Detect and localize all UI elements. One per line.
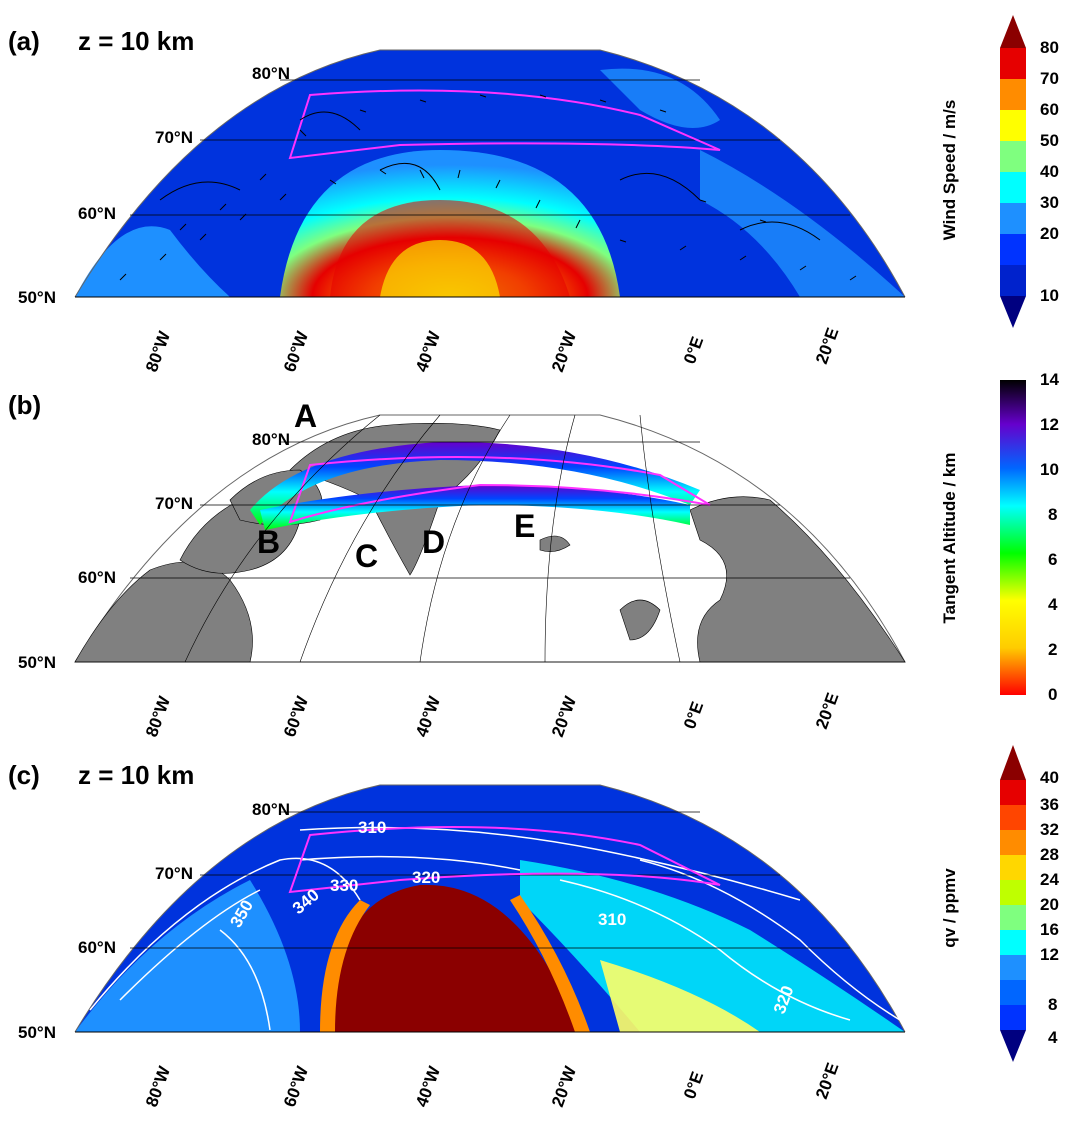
colorbar-tick: 6 [1048,550,1058,569]
colorbar-b-title: Tangent Altitude / km [940,452,959,624]
lat-label: 70°N [155,864,193,883]
contour-label: 330 [330,876,359,895]
colorbar-tick: 20 [1040,224,1059,243]
colorbar-tick: 12 [1040,415,1059,434]
panel-c-map [74,784,906,1033]
panel-c-label: (c) [8,760,40,790]
panel-b-map [74,414,906,663]
region-marker-b: B [257,524,281,560]
lat-label: 80°N [252,800,290,819]
lat-label: 80°N [252,430,290,449]
theta-contours [89,826,901,1031]
colorbar-tick: 8 [1048,995,1058,1014]
colorbar-tick: 2 [1048,640,1058,659]
region-marker-e: E [514,508,536,544]
lat-label: 50°N [18,1023,56,1042]
colorbar-b [1000,380,1026,695]
contour-label: 320 [412,868,441,887]
lat-label: 50°N [18,288,56,307]
colorbar-a-title: Wind Speed / m/s [940,99,959,241]
colorbar-tick: 36 [1040,795,1059,814]
lat-label: 60°N [78,204,116,223]
region-marker-d: D [422,524,446,560]
colorbar-tick: 30 [1040,193,1059,212]
region-marker-a: A [294,398,318,434]
colorbar-tick: 80 [1040,38,1059,57]
colorbar-tick: 24 [1040,870,1059,889]
colorbar-tick: 8 [1048,505,1058,524]
lat-label: 60°N [78,568,116,587]
colorbar-tick: 10 [1040,286,1059,305]
colorbar-tick: 32 [1040,820,1059,839]
panel-a-label: (a) [8,26,40,56]
colorbar-c [1000,745,1026,1062]
lat-label: 80°N [252,64,290,83]
lat-label: 60°N [78,938,116,957]
colorbar-tick: 40 [1040,162,1059,181]
colorbar-tick: 12 [1040,945,1059,964]
region-marker-c: C [355,538,379,574]
colorbar-tick: 0 [1048,685,1058,704]
colorbar-tick: 16 [1040,920,1059,939]
panel-a-map [74,49,906,298]
colorbar-tick: 4 [1048,1028,1058,1047]
colorbar-tick: 20 [1040,895,1059,914]
colorbar-tick: 60 [1040,100,1059,119]
lat-label: 70°N [155,128,193,147]
colorbar-tick: 14 [1040,370,1059,389]
lat-label: 70°N [155,494,193,513]
panel-b-label: (b) [8,390,42,420]
wind-vectors [119,94,857,281]
colorbar-tick: 28 [1040,845,1059,864]
colorbar-tick: 4 [1048,595,1058,614]
colorbar-tick: 70 [1040,69,1059,88]
colorbar-c-title: qv / ppmv [940,868,959,948]
colorbar-tick: 10 [1040,460,1059,479]
colorbar-a [1000,15,1026,328]
panel-a-title: z = 10 km [78,26,195,56]
colorbar-tick: 40 [1040,768,1059,787]
panel-c-title: z = 10 km [78,760,195,790]
contour-label: 310 [358,818,387,837]
contour-label: 310 [598,910,627,929]
lat-label: 50°N [18,653,56,672]
colorbar-tick: 50 [1040,131,1059,150]
